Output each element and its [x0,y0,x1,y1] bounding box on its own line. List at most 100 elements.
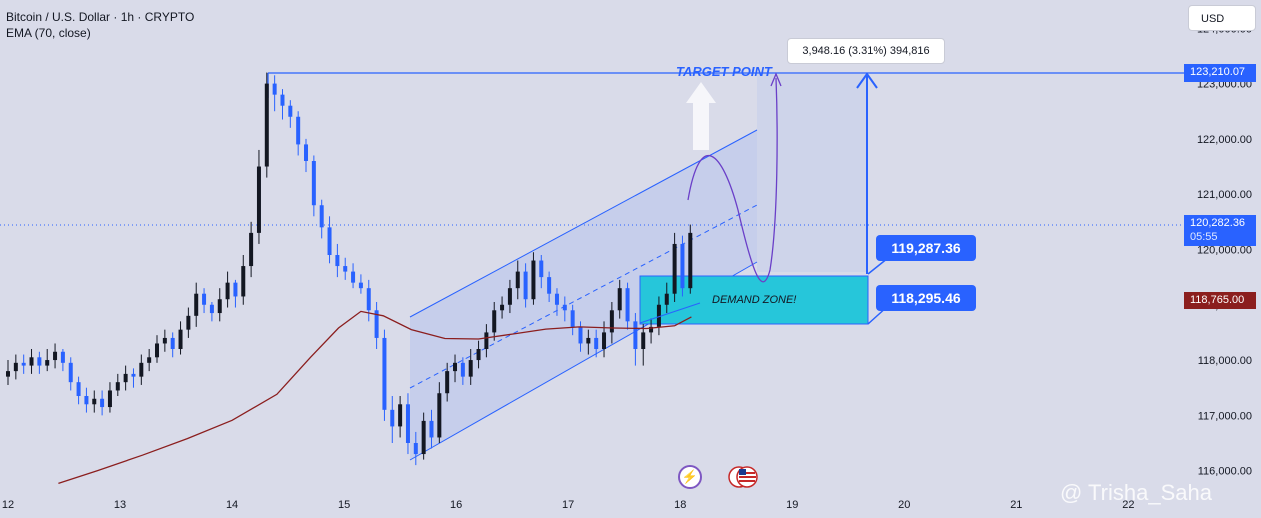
candle-body[interactable] [523,271,528,300]
candle-body[interactable] [225,282,230,300]
candle-body[interactable] [554,293,559,305]
ema-line[interactable] [58,310,692,485]
candle-body[interactable] [445,371,450,394]
candle-body[interactable] [249,232,254,267]
candle-body[interactable] [343,266,348,272]
candle-body[interactable] [217,299,222,314]
candle-body[interactable] [625,288,630,322]
candle-body[interactable] [672,243,677,294]
candle-body[interactable] [484,332,489,349]
candle-body[interactable] [256,166,261,233]
candle-body[interactable] [92,398,97,405]
current-price-tag[interactable]: 120,282.36 [1190,217,1246,229]
candle-body[interactable] [680,243,685,289]
measure-label[interactable]: 3,948.16 (3.31%) 394,816 [787,38,945,64]
candle-body[interactable] [382,337,387,410]
candle-body[interactable] [460,362,465,377]
candle-body[interactable] [453,362,458,372]
upper-price-box[interactable]: 119,287.36 [876,235,976,261]
candle-body[interactable] [413,443,418,455]
candle-body[interactable] [578,326,583,344]
candle-body[interactable] [398,404,403,427]
candle-body[interactable] [327,227,332,255]
candle-body[interactable] [664,293,669,305]
target-price-tag[interactable]: 123,210.07 [1190,66,1246,78]
candle-body[interactable] [60,351,65,363]
candle-body[interactable] [656,304,661,327]
candle-body[interactable] [586,337,591,344]
candle-body[interactable] [617,288,622,311]
candle-body[interactable] [115,382,120,391]
lightning-icon[interactable]: ⚡ [678,465,702,489]
price-axis[interactable]: 116,000.00117,000.00118,000.00119,000.00… [1197,23,1252,477]
candle-body[interactable] [76,382,81,396]
candle-body[interactable] [233,282,238,297]
candle-body[interactable] [147,357,152,363]
candle-body[interactable] [304,144,309,161]
candle-body[interactable] [178,329,183,349]
projection-path[interactable] [687,77,778,283]
candle-body[interactable] [264,83,269,167]
candle-body[interactable] [241,266,246,297]
candle-body[interactable] [547,277,552,294]
candle-body[interactable] [155,343,160,358]
demand-zone-label[interactable]: DEMAND ZONE! [712,294,797,306]
candle-body[interactable] [13,362,18,372]
candle-body[interactable] [351,271,356,283]
candle-body[interactable] [107,390,112,408]
candle-body[interactable] [468,360,473,377]
candle-body[interactable] [296,116,301,145]
candle-body[interactable] [37,357,42,366]
candle-body[interactable] [570,310,575,327]
indicator-label[interactable]: EMA (70, close) [6,26,91,40]
candle-body[interactable] [6,371,10,377]
candle-body[interactable] [405,404,410,443]
candle-body[interactable] [209,304,214,314]
candle-body[interactable] [288,105,293,117]
candle-body[interactable] [390,409,395,427]
candle-body[interactable] [45,360,50,366]
ascending-channel[interactable] [409,129,758,461]
candle-body[interactable] [633,321,638,349]
candle-body[interactable] [131,373,136,377]
time-axis[interactable]: 12 13 14 15 16 17 18 19 20 21 22 [2,499,1135,511]
candle-body[interactable] [162,337,167,344]
candle-body[interactable] [649,326,654,333]
candle-body[interactable] [319,205,324,228]
candle-body[interactable] [515,271,520,289]
candle-body[interactable] [335,255,340,267]
candle-body[interactable] [170,337,175,349]
candle-body[interactable] [68,362,73,383]
candle-body[interactable] [688,232,693,289]
candle-body[interactable] [186,315,191,330]
candle-body[interactable] [194,293,199,316]
ema-price-tag[interactable]: 118,765.00 [1190,294,1245,306]
candle-body[interactable] [53,351,58,361]
candle-body[interactable] [531,260,536,300]
candle-body[interactable] [100,398,105,408]
symbol-title[interactable]: Bitcoin / U.S. Dollar · 1h · CRYPTO [6,10,195,24]
candle-body[interactable] [84,396,89,405]
candle-body[interactable] [492,310,497,333]
candle-body[interactable] [123,373,128,383]
candle-body[interactable] [429,420,434,438]
channel-mid-line[interactable] [409,204,758,389]
candle-body[interactable] [202,293,207,305]
candle-body[interactable] [421,420,426,455]
candle-body[interactable] [602,332,607,349]
candle-body[interactable] [358,282,363,289]
lower-price-box[interactable]: 118,295.46 [876,285,976,311]
candle-body[interactable] [500,304,505,311]
candle-body[interactable] [311,161,316,206]
candle-body[interactable] [594,337,599,349]
candle-body[interactable] [280,94,285,106]
currency-button[interactable]: USD [1188,5,1256,31]
candle-body[interactable] [507,288,512,305]
candle-body[interactable] [562,304,567,311]
candle-body[interactable] [539,260,544,278]
target-point-label[interactable]: TARGET POINT [676,64,772,79]
candle-body[interactable] [374,310,379,338]
candle-body[interactable] [139,362,144,377]
candlestick-series[interactable] [6,72,693,466]
